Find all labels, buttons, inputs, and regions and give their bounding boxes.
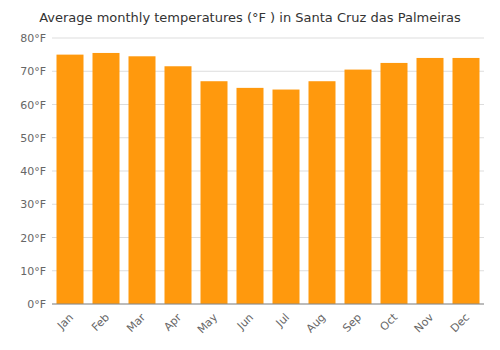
y-grid [52, 38, 484, 304]
y-tick-label: 40°F [20, 165, 46, 178]
x-tick-label: Jul [273, 311, 292, 330]
bar [93, 53, 120, 304]
x-tick-label: Oct [377, 310, 400, 333]
bar [57, 55, 84, 304]
x-tick-label: Apr [161, 311, 184, 334]
x-tick-label: Aug [304, 311, 328, 335]
bar [237, 88, 264, 304]
bar [309, 81, 336, 304]
bar [165, 66, 192, 304]
grid-line [52, 304, 484, 305]
y-tick-label: 80°F [20, 32, 46, 45]
y-tick-label: 10°F [20, 265, 46, 278]
y-tick-label: 60°F [20, 99, 46, 112]
chart: Average monthly temperatures (°F ) in Sa… [0, 0, 500, 350]
x-tick-label: Jun [234, 311, 256, 333]
x-tick-label: May [195, 311, 221, 337]
x-tick-label: Sep [340, 311, 364, 335]
x-tick-label: Jan [54, 311, 76, 333]
bar [273, 90, 300, 304]
y-tick-label: 50°F [20, 132, 46, 145]
x-tick-label: Dec [448, 311, 472, 335]
bar [345, 70, 372, 304]
y-tick-label: 20°F [20, 232, 46, 245]
bar [417, 58, 444, 304]
bar [381, 63, 408, 304]
x-tick-label: Nov [412, 311, 437, 336]
bars [57, 53, 480, 304]
x-tick-label: Feb [89, 311, 112, 334]
x-tick-label: Mar [124, 311, 148, 335]
chart-container: Average monthly temperatures (°F ) in Sa… [0, 0, 500, 350]
x-axis-line [52, 304, 484, 305]
bar [129, 56, 156, 304]
bar [453, 58, 480, 304]
y-tick-label: 0°F [27, 298, 46, 311]
title: Average monthly temperatures (°F ) in Sa… [39, 10, 461, 25]
y-tick-label: 30°F [20, 198, 46, 211]
y-tick-label: 70°F [20, 65, 46, 78]
bar [201, 81, 228, 304]
grid-line [52, 38, 484, 39]
